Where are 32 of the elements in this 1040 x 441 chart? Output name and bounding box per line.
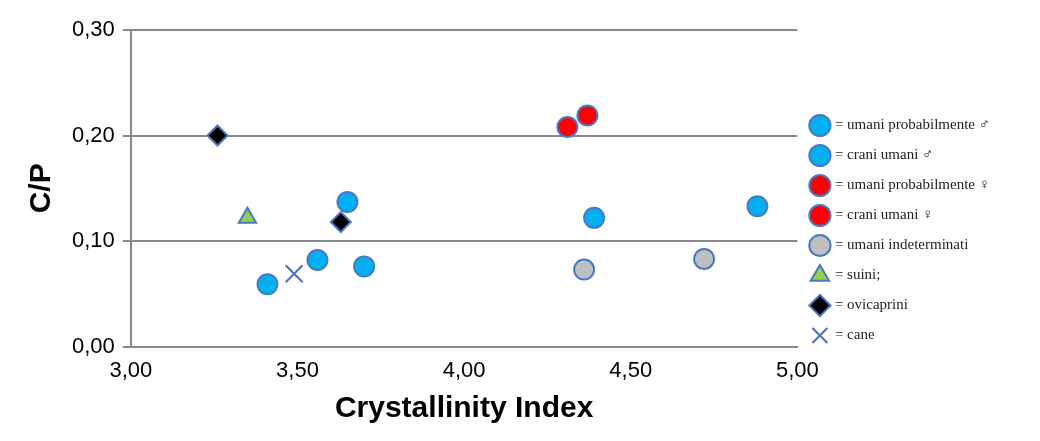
x-tick-label: 4,50 [609,356,653,382]
point [573,258,596,281]
point [284,264,304,284]
point [556,116,579,139]
y-tick-label: 0,20 [71,121,115,147]
y-axis-title: C/P [23,163,57,214]
legend-label: = ovicaprini [834,296,908,313]
point [206,124,229,147]
point [576,104,599,127]
y-tick-label: 0,00 [71,332,115,358]
point [746,195,769,218]
y-tick-label: 0,10 [71,227,115,253]
point [583,206,606,229]
point [256,273,279,296]
y-tick-label: 0,30 [71,16,115,42]
x-tick-label: 3,00 [109,356,153,382]
point [353,255,376,278]
x-tick-label: 5,00 [776,356,819,382]
x-axis-title: Crystallinity Index [334,390,594,424]
point [306,249,329,272]
legend-label: = umani probabilmente ♀ [834,176,990,193]
legend-label: = cane [834,326,875,343]
legend-label: = crani umani ♂ [834,146,934,163]
legend-label: = umani probabilmente ♂ [834,116,990,133]
point [693,248,716,271]
x-tick-label: 3,50 [276,356,319,382]
legend-label: = crani umani ♀ [834,206,934,223]
x-tick-label: 4,00 [442,356,486,382]
legend-label: = umani indeterminati [834,236,969,253]
point [329,211,352,234]
legend-label: = suini; [834,266,881,283]
point [336,191,359,214]
